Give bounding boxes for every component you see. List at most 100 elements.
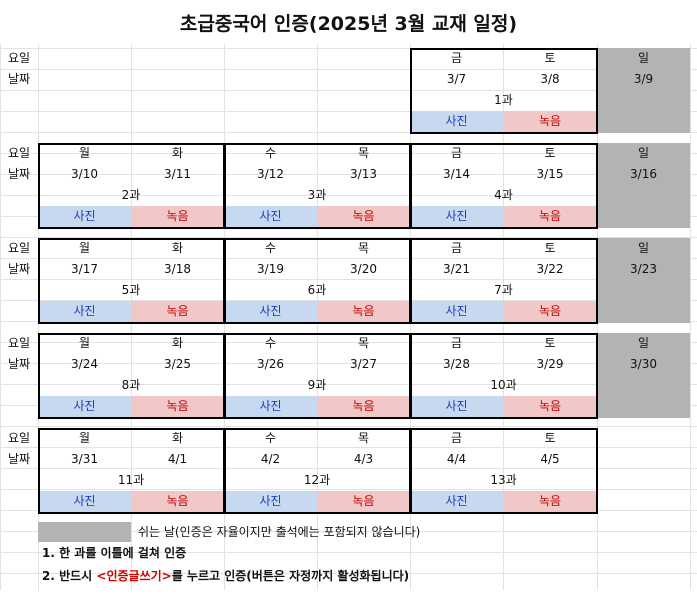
photo-button[interactable]: 사진	[38, 301, 131, 322]
day-name-sat: 토	[544, 431, 556, 445]
row-label-date: 날짜	[8, 452, 31, 466]
record-button[interactable]: 녹음	[317, 491, 410, 512]
row-label-date: 날짜	[8, 72, 31, 86]
date-wed: 4/2	[260, 452, 281, 466]
sunday-rest-column	[597, 48, 690, 133]
day-name-thu: 목	[357, 146, 370, 160]
date-mon: 3/24	[71, 357, 98, 371]
photo-button[interactable]: 사진	[410, 396, 503, 417]
note-2: 2. 반드시 <인증글쓰기>를 누르고 인증(버튼은 자정까지 활성화됩니다)	[42, 569, 410, 583]
date-wed: 3/19	[257, 262, 284, 276]
photo-button[interactable]: 사진	[224, 491, 317, 512]
day-name-sun: 일	[637, 146, 650, 160]
lesson-label: 9과	[307, 378, 327, 392]
row-label-date: 날짜	[8, 262, 31, 276]
photo-button[interactable]: 사진	[224, 301, 317, 322]
day-name-fri: 금	[450, 336, 463, 350]
photo-button[interactable]: 사진	[38, 491, 131, 512]
date-sat: 3/8	[540, 72, 560, 86]
lesson-label: 7과	[494, 283, 513, 297]
date-fri: 3/14	[443, 167, 470, 181]
row-label-day: 요일	[8, 241, 31, 255]
date-mon: 3/17	[71, 262, 98, 276]
day-name-tue: 화	[171, 431, 184, 445]
photo-button[interactable]: 사진	[410, 301, 503, 322]
date-wed: 3/12	[257, 167, 284, 181]
photo-button[interactable]: 사진	[38, 396, 131, 417]
photo-button[interactable]: 사진	[224, 396, 317, 417]
row-label-day: 요일	[8, 146, 31, 160]
date-mon: 3/31	[71, 452, 98, 466]
photo-button[interactable]: 사진	[410, 111, 503, 132]
record-button[interactable]: 녹음	[131, 301, 224, 322]
date-sat: 4/5	[540, 452, 560, 466]
record-button[interactable]: 녹음	[317, 301, 410, 322]
day-name-wed: 수	[264, 146, 277, 160]
day-name-thu: 목	[357, 336, 370, 350]
lesson-label: 12과	[303, 473, 331, 487]
photo-button[interactable]: 사진	[410, 206, 503, 227]
day-name-sun: 일	[637, 336, 650, 350]
date-fri: 4/4	[446, 452, 467, 466]
day-name-thu: 목	[357, 431, 370, 445]
lesson-label: 8과	[121, 378, 141, 392]
row-label-day: 요일	[8, 336, 31, 350]
row-label-date: 날짜	[8, 167, 31, 181]
lesson-label: 2과	[121, 188, 141, 202]
sunday-rest-column	[597, 143, 690, 228]
write-post-button-mention: <인증글쓰기>	[96, 569, 172, 583]
day-name-thu: 목	[357, 241, 370, 255]
record-button[interactable]: 녹음	[131, 206, 224, 227]
lesson-label: 4과	[494, 188, 513, 202]
record-button[interactable]: 녹음	[503, 206, 597, 227]
sunday-rest-column	[597, 333, 690, 418]
day-name-fri: 금	[450, 51, 463, 65]
sunday-rest-column	[597, 238, 690, 323]
date-tue: 3/25	[164, 357, 191, 371]
day-name-mon: 월	[78, 146, 91, 160]
lesson-label: 11과	[117, 473, 145, 487]
date-tue: 4/1	[167, 452, 188, 466]
date-sun: 3/23	[630, 262, 657, 276]
day-name-wed: 수	[264, 336, 277, 350]
lesson-label: 3과	[307, 188, 327, 202]
photo-button[interactable]: 사진	[224, 206, 317, 227]
date-fri: 3/7	[446, 72, 467, 86]
photo-button[interactable]: 사진	[38, 206, 131, 227]
rest-day-legend-text: 쉬는 날(인증은 자율이지만 출석에는 포함되지 않습니다)	[138, 525, 421, 539]
day-name-wed: 수	[264, 431, 277, 445]
record-button[interactable]: 녹음	[131, 491, 224, 512]
row-label-day: 요일	[8, 51, 31, 65]
date-thu: 4/3	[353, 452, 374, 466]
page-title: 초급중국어 인증(2025년 3월 교재 일정)	[179, 13, 518, 35]
date-sun: 3/30	[630, 357, 657, 371]
lesson-label: 10과	[490, 378, 517, 392]
day-name-fri: 금	[450, 431, 463, 445]
record-button[interactable]: 녹음	[503, 301, 597, 322]
day-name-tue: 화	[171, 336, 184, 350]
day-name-sat: 토	[544, 241, 556, 255]
date-sun: 3/16	[630, 167, 657, 181]
lesson-label: 6과	[307, 283, 327, 297]
day-name-sat: 토	[544, 51, 556, 65]
date-wed: 3/26	[257, 357, 284, 371]
day-name-tue: 화	[171, 241, 184, 255]
row-label-date: 날짜	[8, 357, 31, 371]
date-sat: 3/15	[536, 167, 564, 181]
record-button[interactable]: 녹음	[503, 491, 597, 512]
date-tue: 3/18	[164, 262, 191, 276]
record-button[interactable]: 녹음	[317, 396, 410, 417]
day-name-fri: 금	[450, 241, 463, 255]
date-sat: 3/22	[536, 262, 564, 276]
date-tue: 3/11	[164, 167, 191, 181]
record-button[interactable]: 녹음	[503, 396, 597, 417]
lesson-label: 5과	[121, 283, 141, 297]
photo-button[interactable]: 사진	[410, 491, 503, 512]
record-button[interactable]: 녹음	[131, 396, 224, 417]
day-name-sat: 토	[544, 146, 556, 160]
record-button[interactable]: 녹음	[317, 206, 410, 227]
date-sat: 3/29	[536, 357, 564, 371]
date-fri: 3/28	[443, 357, 470, 371]
lesson-label: 13과	[490, 473, 517, 487]
record-button[interactable]: 녹음	[503, 111, 597, 132]
